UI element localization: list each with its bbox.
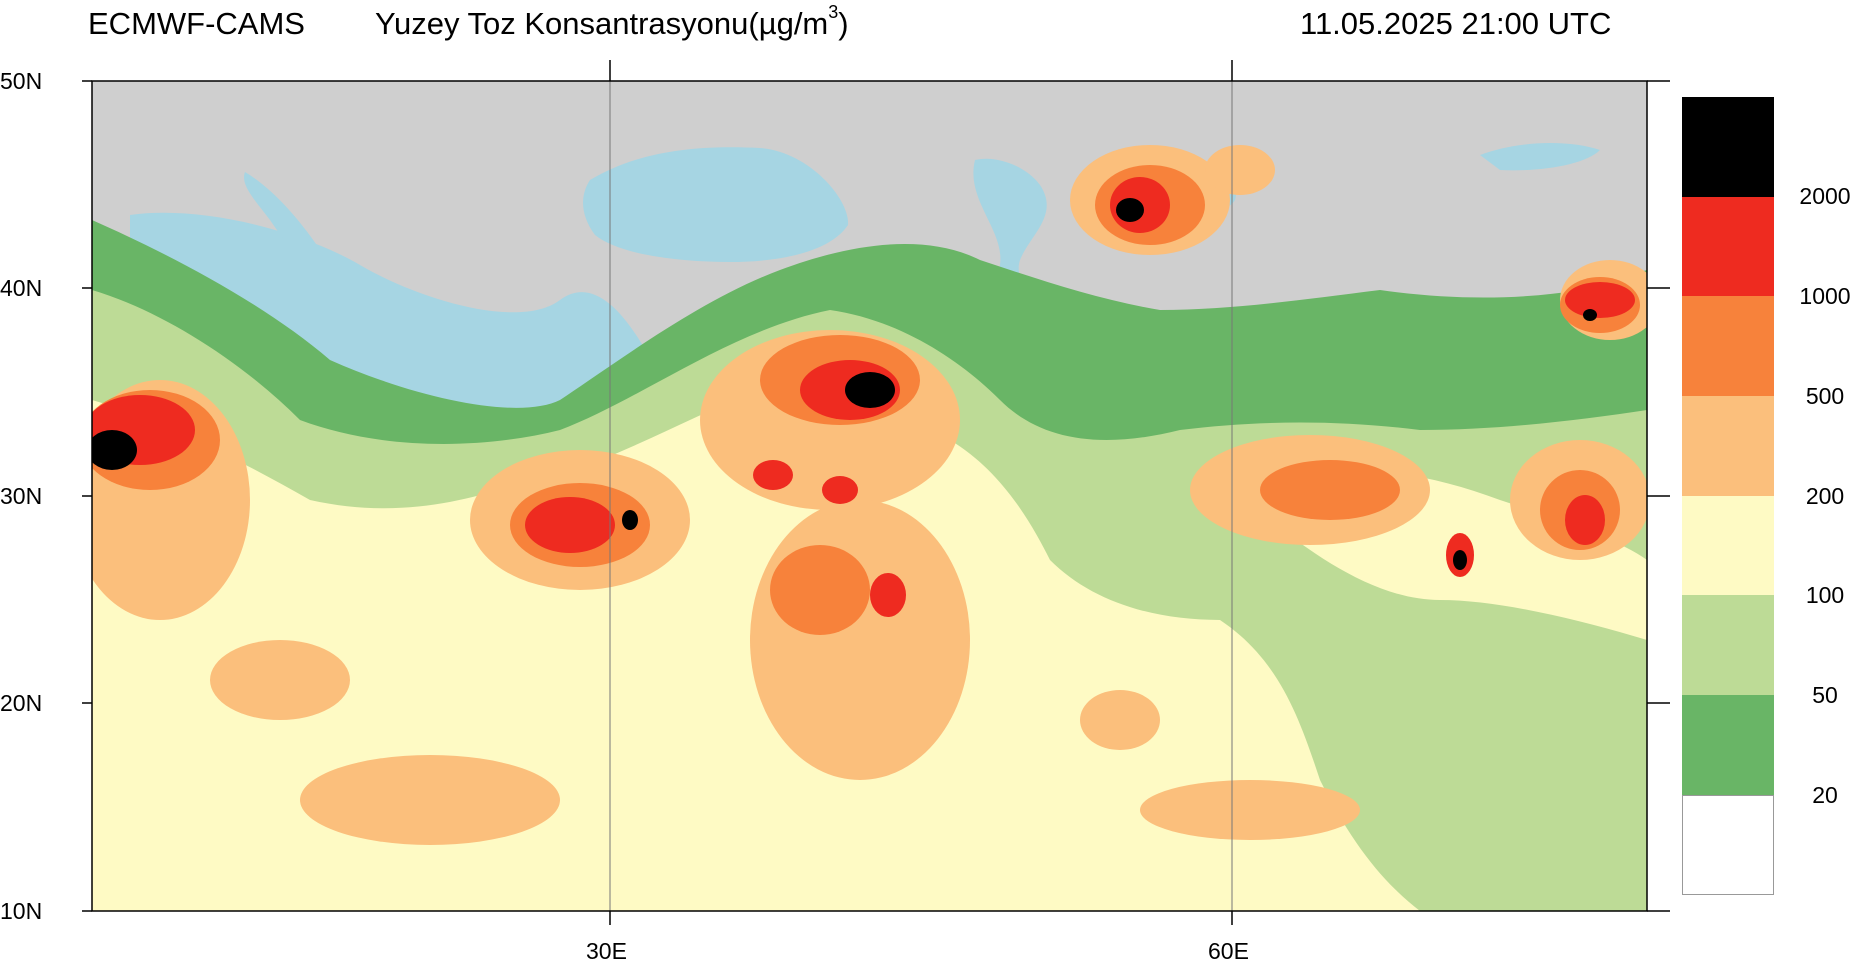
adriatic-sea [244,172,350,300]
lat-label-20n: 20N [0,690,43,716]
map-title-text: Yuzey Toz Konsantrasyonu(µg/m [375,6,829,41]
colorbar-box-200 [1682,396,1774,496]
map-field [92,81,1647,911]
lat-ticks [82,80,1670,912]
colorbar-box-1000 [1682,197,1774,296]
map-title: Yuzey Toz Konsantrasyonu(µg/m3) [375,2,849,42]
lon-label-30e: 30E [586,938,627,964]
lon-ticks [609,60,1233,925]
black-sea [583,147,849,262]
colorbar-label-20: 20 [1812,782,1838,808]
lat-label-30n: 30N [0,483,43,509]
map-title-end: ) [838,6,849,41]
caspian-sea [973,158,1082,364]
colorbar-box-500 [1682,296,1774,396]
colorbar-box-2000 [1682,97,1774,197]
map-source-label: ECMWF-CAMS [88,6,305,41]
map-datetime: 11.05.2025 21:00 UTC [1300,6,1612,41]
lat-label-10n: 10N [0,898,43,924]
colorbar-label-2000: 2000 [1799,183,1851,209]
colorbar-box-50 [1682,595,1774,695]
colorbar-box-20 [1682,695,1774,795]
colorbar-label-500: 500 [1805,383,1845,409]
lon-label-60e: 60E [1208,938,1249,964]
dust-field-2000 [92,198,1597,570]
colorbar-label-50: 50 [1812,682,1838,708]
colorbar-box-100 [1682,496,1774,595]
graticule [609,81,1233,911]
colorbar-label-200: 200 [1805,483,1845,509]
colorbar-label-100: 100 [1805,582,1845,608]
map-title-superscript: 3 [828,2,839,22]
east-lake [1480,143,1600,171]
colorbar-box-0 [1682,795,1774,895]
lat-label-40n: 40N [0,275,43,301]
lat-label-50n: 50N [0,68,43,94]
colorbar-label-1000: 1000 [1799,283,1851,309]
